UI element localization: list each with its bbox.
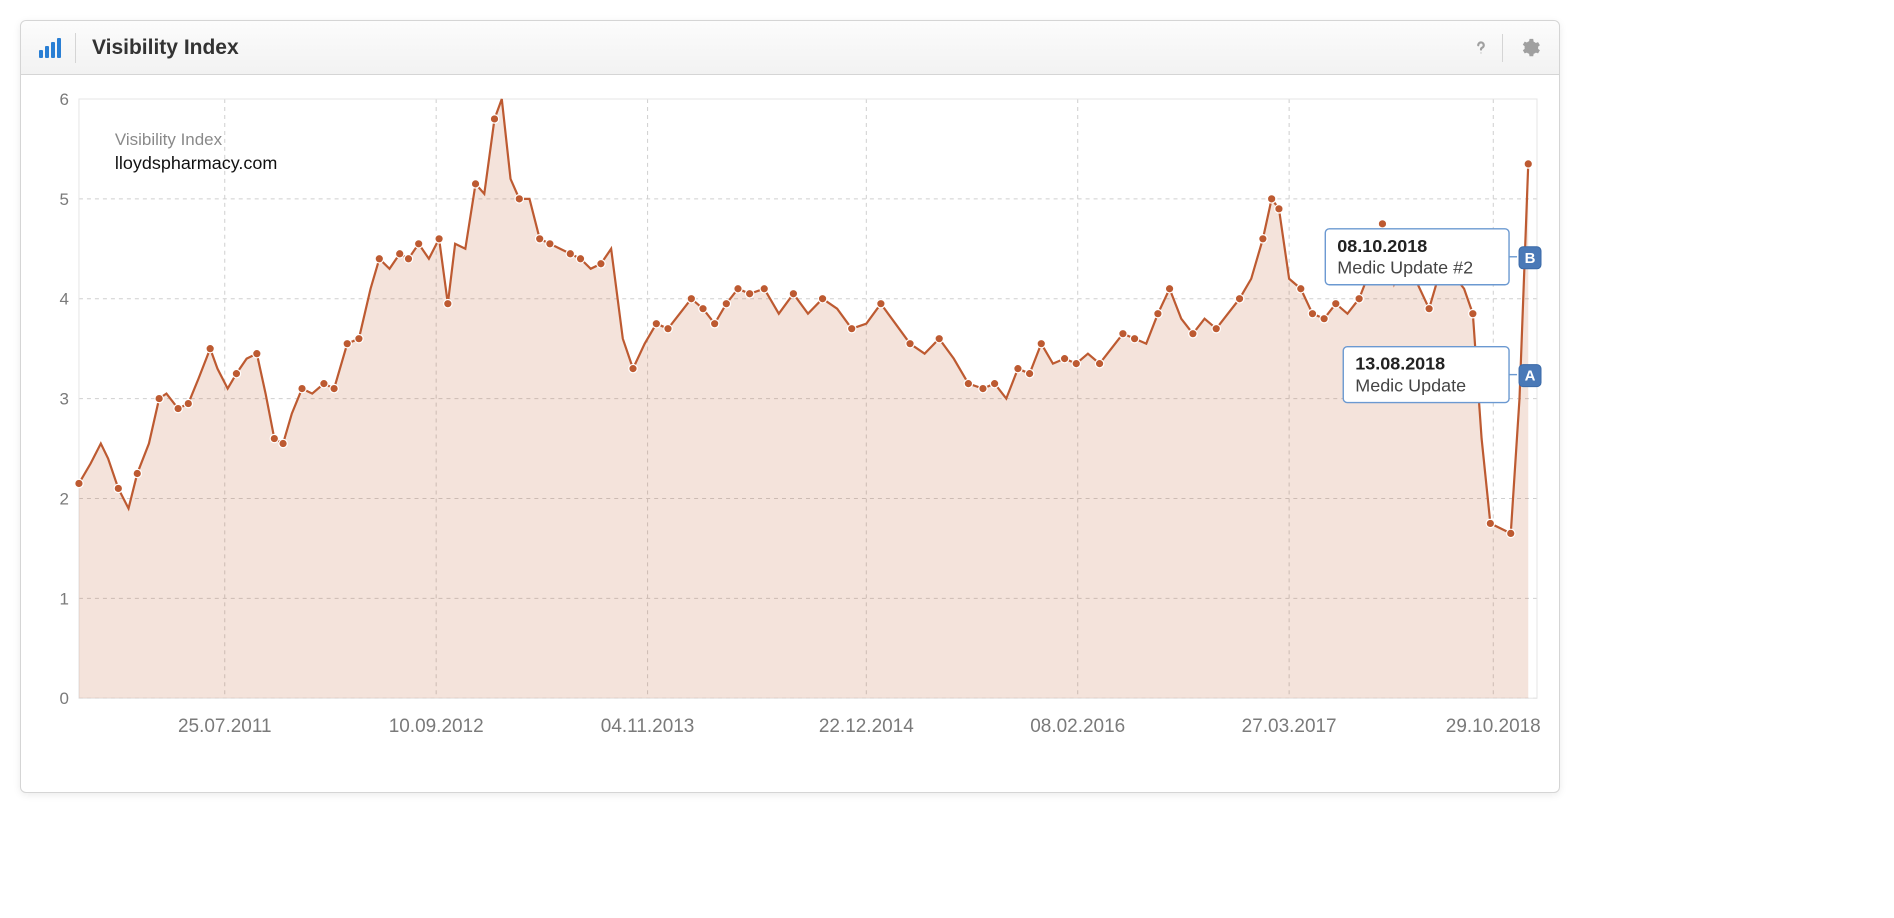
svg-text:27.03.2017: 27.03.2017 [1242,716,1337,737]
panel-title: Visibility Index [92,36,239,60]
visibility-chart[interactable]: 0 1 2 3 4 5 6 25.07.2011 10.09.2012 04.11.2013 22.… [31,89,1549,768]
visibility-panel: Visibility Index 0 1 2 3 4 5 6 25.07.2011 10.09.… [20,20,1560,793]
svg-text:08.10.2018: 08.10.2018 [1337,236,1427,256]
svg-text:13.08.2018: 13.08.2018 [1355,354,1445,374]
svg-text:lloydspharmacy.com: lloydspharmacy.com [115,153,277,173]
header-divider-right [1502,34,1503,62]
svg-text:10.09.2012: 10.09.2012 [389,716,484,737]
svg-text:Medic Update #2: Medic Update #2 [1337,258,1473,278]
svg-text:5: 5 [60,190,69,209]
gear-icon[interactable] [1519,37,1541,59]
svg-text:08.02.2016: 08.02.2016 [1030,716,1125,737]
header-divider-left [75,33,76,63]
svg-text:3: 3 [60,390,69,409]
svg-text:4: 4 [60,290,69,309]
svg-text:29.10.2018: 29.10.2018 [1446,716,1541,737]
svg-text:1: 1 [60,589,69,608]
svg-text:A: A [1525,368,1536,385]
svg-text:6: 6 [60,90,69,109]
help-icon[interactable] [1470,37,1492,59]
bars-icon [39,38,61,58]
svg-text:Medic Update: Medic Update [1355,376,1466,396]
svg-text:22.12.2014: 22.12.2014 [819,716,914,737]
svg-text:Visibility Index: Visibility Index [115,130,223,149]
svg-text:2: 2 [60,489,69,508]
panel-header: Visibility Index [21,21,1559,75]
svg-text:04.11.2013: 04.11.2013 [601,716,695,737]
svg-text:B: B [1525,250,1536,267]
chart-area: 0 1 2 3 4 5 6 25.07.2011 10.09.2012 04.11.2013 22.… [21,75,1559,792]
svg-text:0: 0 [60,689,69,708]
svg-text:25.07.2011: 25.07.2011 [178,716,272,737]
